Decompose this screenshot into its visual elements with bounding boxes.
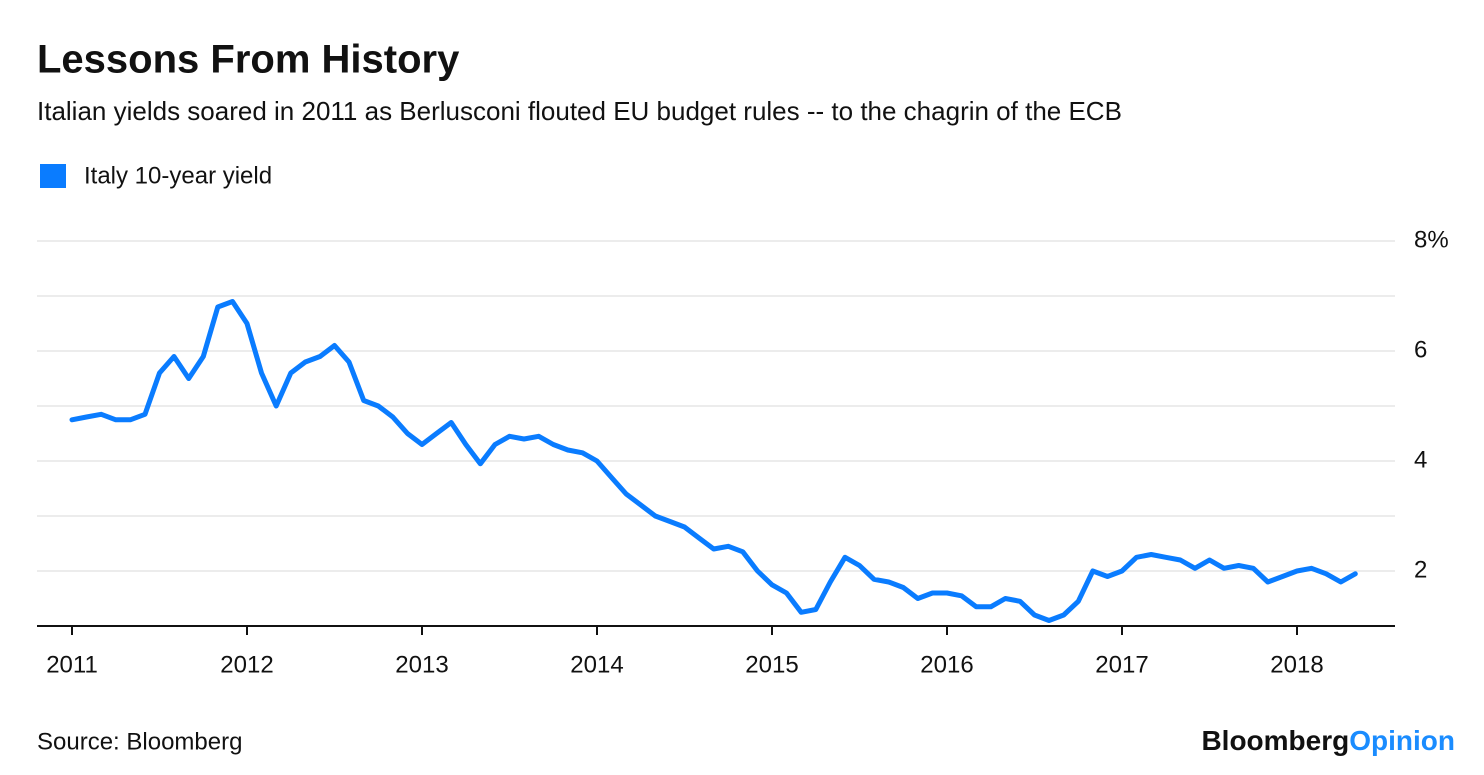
y-tick-label: 4 <box>1414 446 1427 473</box>
x-tick-label: 2014 <box>570 651 623 678</box>
y-tick-label: 2 <box>1414 556 1427 583</box>
legend-label: Italy 10-year yield <box>84 162 272 189</box>
brand-name: Bloomberg <box>1201 725 1349 756</box>
x-tick-label: 2018 <box>1270 651 1323 678</box>
x-tick-label: 2012 <box>220 651 273 678</box>
brand: BloombergOpinion <box>1201 725 1455 756</box>
chart-title: Lessons From History <box>37 38 460 82</box>
x-tick-label: 2016 <box>920 651 973 678</box>
line-series <box>69 299 1358 623</box>
x-tick-label: 2013 <box>395 651 448 678</box>
brand-suffix: Opinion <box>1349 725 1455 756</box>
y-tick-label: 8% <box>1414 226 1449 253</box>
source: Source: Bloomberg <box>37 728 242 755</box>
y-tick-label: 6 <box>1414 336 1427 363</box>
x-tick-label: 2015 <box>745 651 798 678</box>
legend-swatch <box>40 164 66 188</box>
x-tick-label: 2011 <box>46 651 98 678</box>
x-tick-label: 2017 <box>1095 651 1148 678</box>
chart-subtitle: Italian yields soared in 2011 as Berlusc… <box>37 96 1122 126</box>
